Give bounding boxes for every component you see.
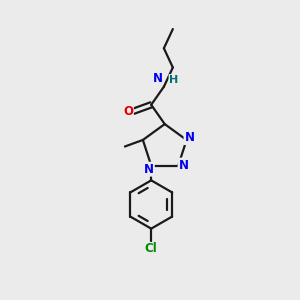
Text: N: N <box>184 131 194 144</box>
Text: O: O <box>123 105 133 118</box>
Text: Cl: Cl <box>145 242 158 256</box>
Text: N: N <box>152 72 162 85</box>
Text: H: H <box>169 75 178 85</box>
Text: N: N <box>144 163 154 176</box>
Text: N: N <box>178 158 188 172</box>
